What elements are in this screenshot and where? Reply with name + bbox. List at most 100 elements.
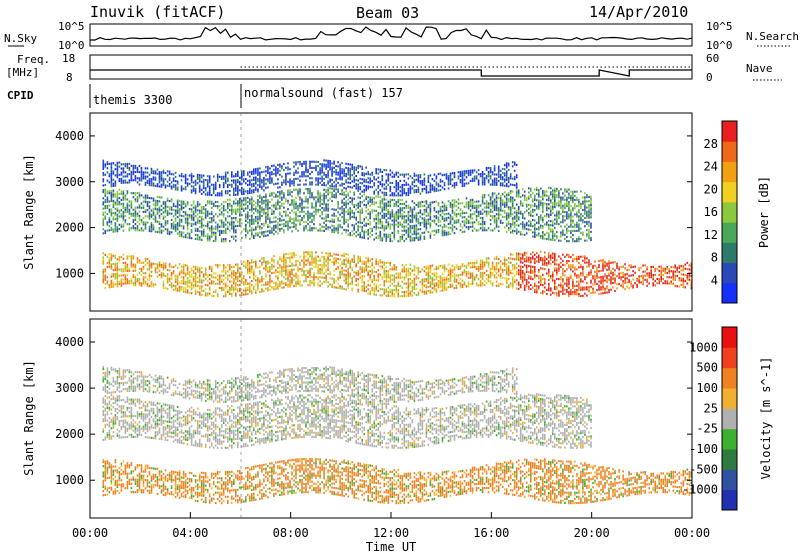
echo-cell [241,271,243,274]
echo-cell [271,231,273,234]
echo-cell [202,218,205,221]
echo-cell [317,259,319,262]
echo-cell [515,279,518,282]
echo-cell [313,214,315,217]
echo-cell [385,294,388,297]
echo-cell [381,200,384,203]
echo-cell [210,235,213,238]
echo-cell [196,291,199,294]
echo-cell [542,231,544,234]
echo-cell [122,278,125,281]
nsky-tick-left-bottom: 10^0 [58,39,85,52]
echo-cell [162,211,165,214]
echo-cell [176,209,179,212]
echo-cell [393,198,396,201]
echo-cell [550,287,552,290]
echo-cell [469,213,472,216]
echo-cell [190,208,193,211]
echo-cell [339,276,341,279]
echo-cell [277,228,279,231]
echo-cell [102,277,105,280]
echo-cell [293,285,295,288]
echo-cell [309,253,311,256]
echo-cell [102,279,105,282]
echo-cell [367,292,369,295]
echo-cell [528,271,530,274]
echo-cell [307,223,309,226]
echo-cell [383,261,386,264]
echo-cell [389,240,392,243]
echo-cell [160,204,163,207]
echo-cell [517,210,520,213]
echo-cell [463,220,466,223]
echo-cell [200,220,203,223]
echo-cell [275,205,277,208]
echo-cell [355,279,357,282]
echo-cell [315,212,317,215]
echo-cell [469,209,472,212]
echo-cell [287,201,289,204]
echo-cell [152,285,155,288]
echo-cell [594,277,596,280]
echo-cell [554,292,556,295]
echo-cell [463,212,466,215]
echo-cell [361,211,363,214]
echo-cell [148,215,151,218]
echo-cell [295,282,297,285]
echo-cell [323,207,325,210]
echo-cell [194,237,197,240]
echo-cell [421,217,424,220]
echo-cell [425,273,428,276]
echo-cell [367,269,369,272]
echo-cell [534,253,536,256]
echo-cell [120,274,123,277]
echo-cell [335,188,337,191]
echo-cell [413,237,416,240]
echo-cell [443,217,446,220]
echo-cell [385,239,388,242]
echo-cell [337,207,339,210]
echo-cell [353,216,355,219]
echo-cell [383,214,386,217]
echo-cell [407,231,410,234]
echo-cell [401,229,404,232]
echo-cell [608,264,610,267]
echo-cell [616,264,618,267]
echo-cell [311,192,313,195]
echo-cell [377,277,380,280]
echo-cell [331,191,333,194]
echo-cell [542,198,544,201]
echo-cell [596,266,598,269]
echo-cell [511,200,514,203]
echo-cell [166,214,169,217]
echo-cell [118,197,121,200]
echo-cell [241,201,243,204]
echo-cell [626,285,628,288]
echo-cell [409,221,412,224]
echo-cell [415,220,418,223]
echo-cell [441,283,444,286]
echo-cell [602,259,604,262]
echo-cell [110,275,113,278]
echo-cell [373,270,375,273]
echo-cell [255,228,257,231]
echo-cell [233,227,235,230]
echo-cell [309,227,311,230]
echo-cell [355,222,357,225]
echo-cell [271,280,273,283]
echo-cell [170,282,173,285]
echo-cell [411,212,414,215]
echo-cell [224,238,227,241]
echo-cell [481,194,484,197]
echo-cell [451,199,454,202]
echo-cell [170,208,173,211]
echo-cell [515,203,518,206]
echo-cell [224,286,227,289]
echo-cell [477,284,480,287]
echo-cell [548,226,550,229]
echo-cell [501,262,504,265]
echo-cell [337,266,339,269]
echo-cell [198,291,201,294]
echo-cell [379,237,382,240]
echo-cell [600,269,602,272]
